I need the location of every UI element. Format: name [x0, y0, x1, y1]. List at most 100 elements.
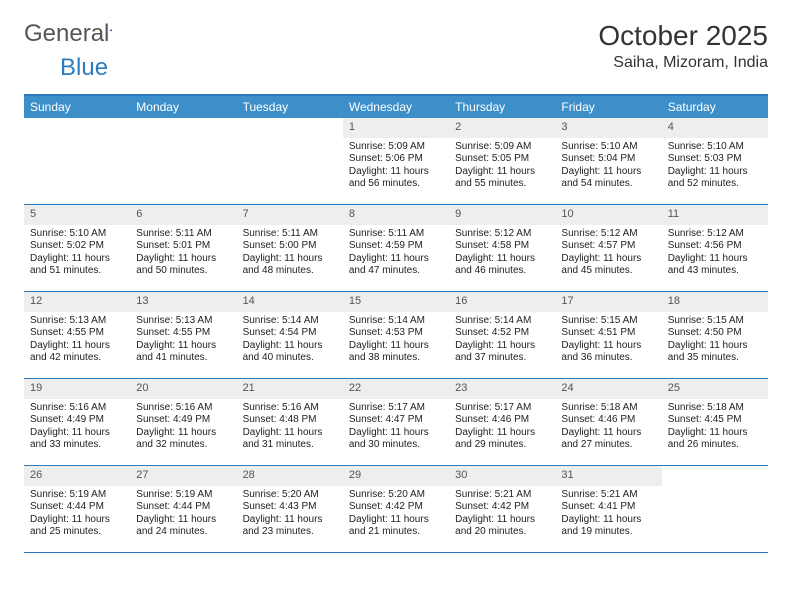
calendar-day: 29Sunrise: 5:20 AMSunset: 4:42 PMDayligh… [343, 466, 449, 552]
logo-text-1: General [24, 20, 109, 48]
day-number: 17 [555, 292, 661, 312]
calendar-day: 12Sunrise: 5:13 AMSunset: 4:55 PMDayligh… [24, 292, 130, 378]
day-number: 30 [449, 466, 555, 486]
dayhead-wednesday: Wednesday [343, 96, 449, 118]
daylight-text: Daylight: 11 hours and 19 minutes. [561, 514, 655, 539]
sunset-text: Sunset: 4:59 PM [349, 240, 443, 253]
sunrise-text: Sunrise: 5:10 AM [668, 141, 762, 154]
sunset-text: Sunset: 5:02 PM [30, 240, 124, 253]
sunrise-text: Sunrise: 5:16 AM [136, 402, 230, 415]
daylight-text: Daylight: 11 hours and 23 minutes. [243, 514, 337, 539]
day-details: Sunrise: 5:09 AMSunset: 5:05 PMDaylight:… [449, 138, 555, 197]
sunrise-text: Sunrise: 5:14 AM [455, 315, 549, 328]
calendar-day: 18Sunrise: 5:15 AMSunset: 4:50 PMDayligh… [662, 292, 768, 378]
sunrise-text: Sunrise: 5:09 AM [455, 141, 549, 154]
day-number: 26 [24, 466, 130, 486]
sunrise-text: Sunrise: 5:12 AM [561, 228, 655, 241]
daylight-text: Daylight: 11 hours and 20 minutes. [455, 514, 549, 539]
day-details: Sunrise: 5:15 AMSunset: 4:50 PMDaylight:… [662, 312, 768, 371]
daylight-text: Daylight: 11 hours and 36 minutes. [561, 340, 655, 365]
day-number: 27 [130, 466, 236, 486]
calendar-day: 6Sunrise: 5:11 AMSunset: 5:01 PMDaylight… [130, 205, 236, 291]
day-details: Sunrise: 5:09 AMSunset: 5:06 PMDaylight:… [343, 138, 449, 197]
day-number: 7 [237, 205, 343, 225]
daylight-text: Daylight: 11 hours and 51 minutes. [30, 253, 124, 278]
day-details: Sunrise: 5:14 AMSunset: 4:53 PMDaylight:… [343, 312, 449, 371]
dayhead-monday: Monday [130, 96, 236, 118]
calendar-day: 30Sunrise: 5:21 AMSunset: 4:42 PMDayligh… [449, 466, 555, 552]
day-number: 29 [343, 466, 449, 486]
sunset-text: Sunset: 5:06 PM [349, 153, 443, 166]
day-details: Sunrise: 5:10 AMSunset: 5:02 PMDaylight:… [24, 225, 130, 284]
sunrise-text: Sunrise: 5:18 AM [561, 402, 655, 415]
day-number: 16 [449, 292, 555, 312]
daylight-text: Daylight: 11 hours and 56 minutes. [349, 166, 443, 191]
calendar-day: 8Sunrise: 5:11 AMSunset: 4:59 PMDaylight… [343, 205, 449, 291]
calendar-day: 1Sunrise: 5:09 AMSunset: 5:06 PMDaylight… [343, 118, 449, 204]
day-number: 31 [555, 466, 661, 486]
day-details: Sunrise: 5:14 AMSunset: 4:54 PMDaylight:… [237, 312, 343, 371]
day-details: Sunrise: 5:20 AMSunset: 4:43 PMDaylight:… [237, 486, 343, 545]
sunset-text: Sunset: 5:00 PM [243, 240, 337, 253]
sunset-text: Sunset: 4:50 PM [668, 327, 762, 340]
day-number: 5 [24, 205, 130, 225]
calendar-week: 1Sunrise: 5:09 AMSunset: 5:06 PMDaylight… [24, 118, 768, 205]
page-title: October 2025 [598, 20, 768, 52]
daylight-text: Daylight: 11 hours and 26 minutes. [668, 427, 762, 452]
sunset-text: Sunset: 4:54 PM [243, 327, 337, 340]
sunrise-text: Sunrise: 5:16 AM [30, 402, 124, 415]
day-details: Sunrise: 5:17 AMSunset: 4:46 PMDaylight:… [449, 399, 555, 458]
calendar-day-empty [237, 118, 343, 204]
sunrise-text: Sunrise: 5:15 AM [668, 315, 762, 328]
daylight-text: Daylight: 11 hours and 35 minutes. [668, 340, 762, 365]
daylight-text: Daylight: 11 hours and 47 minutes. [349, 253, 443, 278]
daylight-text: Daylight: 11 hours and 46 minutes. [455, 253, 549, 278]
daylight-text: Daylight: 11 hours and 31 minutes. [243, 427, 337, 452]
sunset-text: Sunset: 4:42 PM [455, 501, 549, 514]
calendar-day: 26Sunrise: 5:19 AMSunset: 4:44 PMDayligh… [24, 466, 130, 552]
day-number: 4 [662, 118, 768, 138]
day-number: 1 [343, 118, 449, 138]
daylight-text: Daylight: 11 hours and 33 minutes. [30, 427, 124, 452]
daylight-text: Daylight: 11 hours and 40 minutes. [243, 340, 337, 365]
sunset-text: Sunset: 4:47 PM [349, 414, 443, 427]
day-details: Sunrise: 5:11 AMSunset: 5:00 PMDaylight:… [237, 225, 343, 284]
day-number: 24 [555, 379, 661, 399]
day-details: Sunrise: 5:16 AMSunset: 4:49 PMDaylight:… [130, 399, 236, 458]
calendar-day: 7Sunrise: 5:11 AMSunset: 5:00 PMDaylight… [237, 205, 343, 291]
calendar-day-empty [130, 118, 236, 204]
calendar-day: 25Sunrise: 5:18 AMSunset: 4:45 PMDayligh… [662, 379, 768, 465]
sunrise-text: Sunrise: 5:20 AM [243, 489, 337, 502]
day-details: Sunrise: 5:17 AMSunset: 4:47 PMDaylight:… [343, 399, 449, 458]
sunrise-text: Sunrise: 5:20 AM [349, 489, 443, 502]
day-number: 19 [24, 379, 130, 399]
sunrise-text: Sunrise: 5:11 AM [136, 228, 230, 241]
sunset-text: Sunset: 4:57 PM [561, 240, 655, 253]
logo-triangle-icon [109, 21, 113, 39]
day-details: Sunrise: 5:21 AMSunset: 4:41 PMDaylight:… [555, 486, 661, 545]
sunrise-text: Sunrise: 5:13 AM [30, 315, 124, 328]
sunrise-text: Sunrise: 5:17 AM [455, 402, 549, 415]
daylight-text: Daylight: 11 hours and 43 minutes. [668, 253, 762, 278]
daylight-text: Daylight: 11 hours and 48 minutes. [243, 253, 337, 278]
calendar-day: 10Sunrise: 5:12 AMSunset: 4:57 PMDayligh… [555, 205, 661, 291]
dayhead-tuesday: Tuesday [237, 96, 343, 118]
sunset-text: Sunset: 4:55 PM [136, 327, 230, 340]
sunrise-text: Sunrise: 5:11 AM [243, 228, 337, 241]
daylight-text: Daylight: 11 hours and 32 minutes. [136, 427, 230, 452]
dayhead-thursday: Thursday [449, 96, 555, 118]
daylight-text: Daylight: 11 hours and 55 minutes. [455, 166, 549, 191]
daylight-text: Daylight: 11 hours and 42 minutes. [30, 340, 124, 365]
day-number: 3 [555, 118, 661, 138]
sunset-text: Sunset: 4:56 PM [668, 240, 762, 253]
day-number: 6 [130, 205, 236, 225]
sunset-text: Sunset: 4:49 PM [30, 414, 124, 427]
day-number: 22 [343, 379, 449, 399]
calendar: Sunday Monday Tuesday Wednesday Thursday… [24, 94, 768, 553]
day-details: Sunrise: 5:13 AMSunset: 4:55 PMDaylight:… [24, 312, 130, 371]
sunset-text: Sunset: 4:43 PM [243, 501, 337, 514]
calendar-day: 21Sunrise: 5:16 AMSunset: 4:48 PMDayligh… [237, 379, 343, 465]
sunset-text: Sunset: 4:53 PM [349, 327, 443, 340]
calendar-day: 16Sunrise: 5:14 AMSunset: 4:52 PMDayligh… [449, 292, 555, 378]
sunrise-text: Sunrise: 5:15 AM [561, 315, 655, 328]
